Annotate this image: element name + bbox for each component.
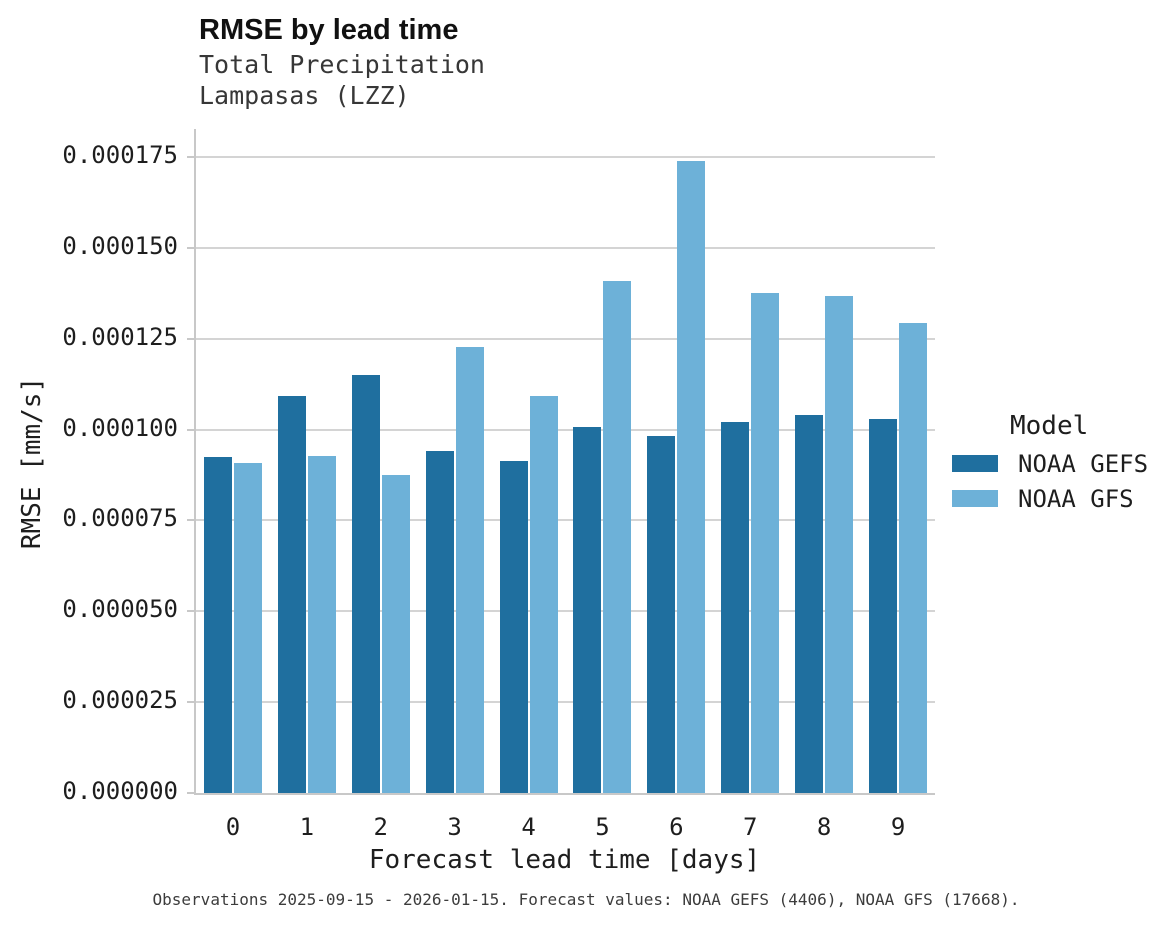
bar-noaa-gefs-day5 [573,427,602,793]
legend-swatch [952,490,998,507]
bar-noaa-gefs-day2 [351,375,380,793]
bar-noaa-gfs-day9 [899,323,928,793]
y-tick-label: 0.000050 [62,595,178,624]
x-tick-label: 3 [447,813,462,841]
chart-caption: Observations 2025-09-15 - 2026-01-15. Fo… [152,890,1020,909]
x-tick-label: 4 [521,813,536,841]
x-tick-label: 7 [743,813,758,841]
y-axis-tick [187,428,194,431]
y-tick-label: 0.000100 [62,413,178,442]
bar-noaa-gfs-day8 [825,295,854,793]
legend-item-noaa-gfs: NOAA GFS [950,481,1172,516]
y-gridline [196,519,935,522]
x-tick-label: 1 [299,813,315,841]
x-tick-label: 5 [595,813,610,841]
legend: Model NOAA GEFS NOAA GFS [950,410,1172,516]
y-axis-tick [187,337,194,340]
legend-rows: NOAA GEFS NOAA GFS [950,446,1172,516]
chart-subtitle-station: Lampasas (LZZ) [199,81,410,110]
bar-noaa-gfs-day1 [307,456,336,793]
y-tick-label: 0.000175 [62,141,178,169]
bar-noaa-gfs-day0 [233,463,262,793]
x-tick-label: 8 [816,813,832,841]
y-gridline [196,156,935,158]
bar-noaa-gefs-day7 [721,422,750,793]
legend-item-noaa-gefs: NOAA GEFS [950,446,1172,481]
y-tick-label: 0.000075 [62,504,178,533]
y-axis-tick [187,610,194,613]
bar-noaa-gefs-day3 [425,451,454,793]
bar-noaa-gefs-day1 [277,396,306,793]
y-tick-label: 0.000125 [62,322,178,351]
bar-noaa-gfs-day4 [529,396,558,793]
x-tick-label: 0 [225,813,241,841]
chart-subtitle-variable: Total Precipitation [199,50,485,79]
y-gridline [196,610,935,613]
plot-area: 0 1 2 3 4 5 6 7 8 9 [187,129,935,841]
x-tick-label: 9 [890,813,906,841]
bar-noaa-gefs-day0 [203,457,232,793]
bar-noaa-gefs-day4 [499,461,528,793]
y-gridline [196,337,935,340]
y-tick-label: 0.000000 [62,777,178,805]
legend-title: Model [1010,411,1089,441]
y-tick-label: 0.000150 [62,231,178,260]
bar-noaa-gfs-day3 [455,347,484,793]
legend-swatch [952,455,998,472]
y-axis-tick [187,792,194,794]
y-gridline [196,246,935,249]
y-tick-label: 0.000025 [62,686,178,715]
y-axis-tick [187,701,194,704]
x-tick-label: 6 [669,813,684,841]
bar-noaa-gfs-day5 [603,280,632,793]
bar-noaa-gfs-day7 [751,292,780,793]
bar-noaa-gefs-day8 [795,415,824,793]
bar-noaa-gfs-day6 [677,161,706,793]
legend-label: NOAA GFS [1018,484,1134,513]
bar-noaa-gfs-day2 [381,475,410,793]
y-axis-tick [187,519,194,522]
y-axis-tick [187,156,194,158]
y-gridline [196,428,935,431]
bar-noaa-gefs-day6 [647,436,676,793]
y-axis-tick [187,246,194,249]
bar-noaa-gefs-day9 [869,419,898,793]
y-gridline [196,701,935,704]
legend-label: NOAA GEFS [1018,449,1149,478]
x-axis-title: Forecast lead time [days] [368,845,761,875]
x-tick-label: 2 [373,813,388,841]
chart-title: RMSE by lead time [199,14,459,46]
